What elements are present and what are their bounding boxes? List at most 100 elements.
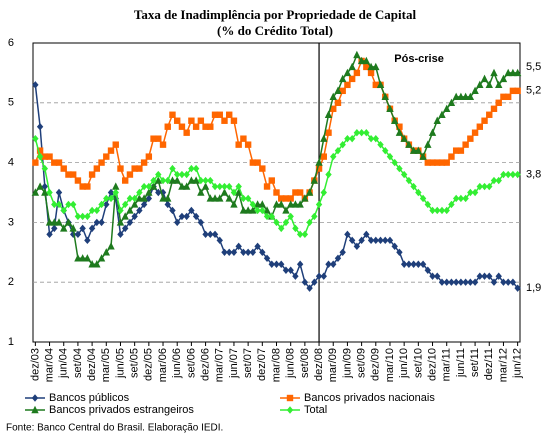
point <box>74 212 82 221</box>
point <box>438 206 446 215</box>
point <box>400 170 408 179</box>
point <box>287 212 294 221</box>
point <box>145 194 153 203</box>
point <box>98 218 105 227</box>
point <box>244 206 252 214</box>
point <box>50 218 58 226</box>
point <box>164 123 171 130</box>
point <box>235 182 242 191</box>
point <box>424 140 432 148</box>
point <box>287 266 294 274</box>
point <box>296 230 304 239</box>
point <box>457 92 465 101</box>
x-tick-label: jun/08 <box>285 348 297 379</box>
x-tick-label: mar/05 <box>100 348 112 382</box>
point <box>88 260 96 268</box>
x-tick-label: jun/12 <box>512 348 524 379</box>
point <box>481 182 488 191</box>
point <box>362 56 371 65</box>
point <box>367 236 375 245</box>
point <box>164 194 172 202</box>
point <box>457 278 465 286</box>
point <box>287 195 294 202</box>
point <box>258 200 267 208</box>
point <box>112 141 119 148</box>
point <box>32 159 39 166</box>
point <box>391 116 399 124</box>
point <box>249 159 257 166</box>
point <box>226 248 233 256</box>
point <box>339 87 346 95</box>
point <box>221 182 228 191</box>
point <box>433 116 441 124</box>
point <box>239 206 248 214</box>
point <box>372 134 379 143</box>
point <box>301 278 309 286</box>
point <box>140 159 148 166</box>
point <box>353 69 361 77</box>
point <box>136 188 143 197</box>
point <box>448 153 455 160</box>
point <box>107 188 115 197</box>
point <box>391 158 398 167</box>
point <box>174 170 181 179</box>
chart-subtitle: (% do Crédito Total) <box>217 23 333 38</box>
point <box>169 206 176 215</box>
point <box>348 134 356 143</box>
point <box>311 212 318 221</box>
point <box>434 272 441 280</box>
point <box>419 194 427 203</box>
point <box>136 206 143 215</box>
point <box>344 81 351 89</box>
point <box>372 81 379 89</box>
point <box>192 164 200 173</box>
point <box>51 224 58 233</box>
point <box>320 272 327 280</box>
point <box>230 117 238 124</box>
point <box>405 260 413 268</box>
point <box>348 62 356 71</box>
point <box>296 260 304 268</box>
point <box>325 170 332 179</box>
point <box>481 117 488 124</box>
y-tick-label: 2 <box>8 276 14 288</box>
point <box>46 153 53 160</box>
legend-marker <box>31 405 39 414</box>
point <box>32 81 39 89</box>
data-label: 3,8 <box>526 168 541 180</box>
point <box>424 266 432 274</box>
data-label: 5,5 <box>526 61 541 73</box>
point <box>121 200 129 209</box>
point <box>240 248 247 256</box>
point <box>140 194 148 202</box>
point <box>514 284 521 292</box>
point <box>136 165 143 172</box>
point <box>273 189 280 196</box>
point <box>330 260 337 268</box>
point <box>45 218 54 226</box>
point <box>334 146 342 155</box>
y-tick-label: 3 <box>8 216 14 228</box>
point <box>103 153 110 160</box>
point <box>429 272 436 280</box>
point <box>192 123 200 130</box>
x-tick-label: mar/07 <box>214 348 226 382</box>
point <box>490 176 498 185</box>
point <box>155 188 162 197</box>
point <box>36 182 44 190</box>
point <box>363 63 370 71</box>
point <box>150 176 157 185</box>
point <box>443 278 450 286</box>
point <box>36 152 44 161</box>
x-tick-label: set/08 <box>299 348 311 378</box>
point <box>471 278 479 286</box>
point <box>429 206 436 215</box>
point <box>159 141 167 148</box>
point <box>268 177 275 184</box>
point <box>452 147 460 154</box>
y-tick-label: 4 <box>8 157 14 169</box>
point <box>150 135 157 142</box>
point <box>476 123 484 130</box>
series-line <box>34 84 519 290</box>
point <box>382 146 389 155</box>
